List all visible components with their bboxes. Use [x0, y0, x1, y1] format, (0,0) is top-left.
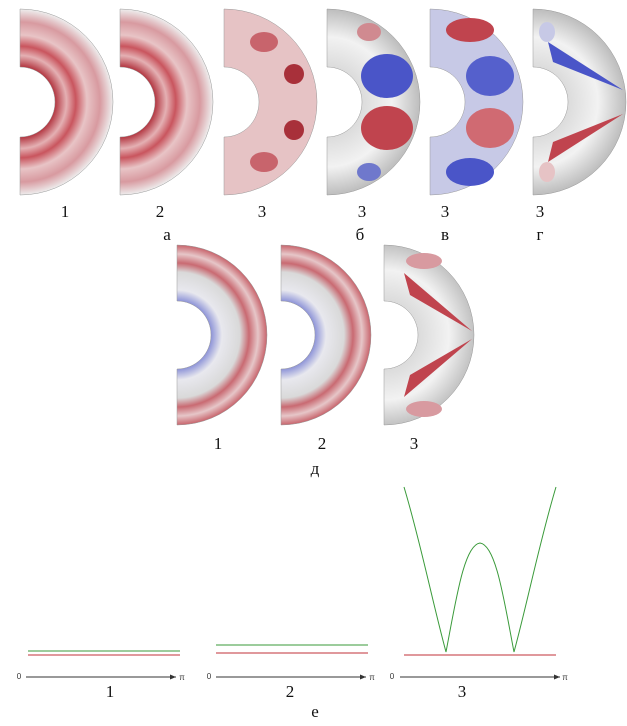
panel-label: 3 [536, 202, 545, 221]
figure: 1 2 3 3 3 3 а б в г 1 2 3 д 0 π 1 0 π 2 … [0, 0, 627, 726]
plot-label: 2 [286, 682, 295, 701]
group-label: д [311, 459, 320, 478]
plot: 0 π 3 [390, 487, 568, 701]
curve [404, 487, 556, 652]
plot: 0 π 1 [17, 651, 185, 701]
group-label: е [311, 702, 319, 721]
axis-label: 0 [390, 672, 395, 681]
plot: 0 π 2 [207, 645, 375, 701]
hemisphere [20, 9, 113, 195]
arrow [360, 675, 366, 680]
hemisphere [327, 9, 420, 195]
hemisphere [384, 245, 474, 425]
panel-label: 2 [318, 434, 327, 453]
axis-label: 0 [17, 672, 22, 681]
panel-label: 3 [441, 202, 450, 221]
axis-label: π [562, 673, 568, 682]
panel-label: 3 [410, 434, 419, 453]
group-label: г [537, 225, 544, 244]
panel-label: 1 [214, 434, 223, 453]
plot-label: 1 [106, 682, 115, 701]
panel-label: 1 [61, 202, 70, 221]
group-label: а [163, 225, 171, 244]
panel-label: 2 [156, 202, 165, 221]
hemisphere [120, 9, 213, 195]
arrow [554, 675, 560, 680]
panel-label: 3 [258, 202, 267, 221]
axis-label: π [369, 673, 375, 682]
group-label: в [441, 225, 449, 244]
panel-label: 3 [358, 202, 367, 221]
axis-label: π [179, 673, 185, 682]
group-label: б [356, 225, 365, 244]
hemisphere [430, 9, 523, 195]
page: {"row_a": {"panel_labels": ["1", "2", "3… [0, 0, 627, 726]
plot-label: 3 [458, 682, 467, 701]
hemisphere [533, 9, 626, 195]
hemisphere [224, 9, 317, 195]
axis-label: 0 [207, 672, 212, 681]
hemisphere [177, 245, 267, 425]
arrow [170, 675, 176, 680]
hemisphere [281, 245, 371, 425]
